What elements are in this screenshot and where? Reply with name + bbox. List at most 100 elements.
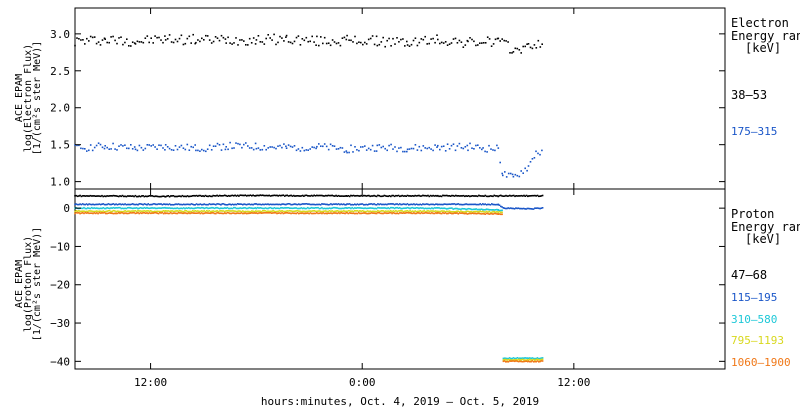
proton-series-4-point <box>350 212 352 214</box>
proton-series-4-point <box>400 212 402 214</box>
proton-series-3-point <box>184 210 186 212</box>
proton-series-2-point <box>478 208 480 211</box>
electron-series-1-point <box>350 144 352 147</box>
electron-series-1-point <box>146 144 149 146</box>
electron-series-1-point <box>289 145 292 148</box>
proton-series-1-point <box>110 203 112 206</box>
proton-series-1-point <box>370 203 373 205</box>
proton-series-2-point <box>387 207 389 209</box>
proton-series-3-point <box>216 210 218 212</box>
proton-series-3-point <box>351 210 353 212</box>
electron-series-1-point <box>436 146 438 148</box>
proton-series-2-point <box>397 207 400 209</box>
proton-series-4-point <box>517 360 520 363</box>
electron-series-1-point <box>343 151 346 153</box>
electron-series-1-point <box>188 149 191 151</box>
proton-series-3-point <box>493 211 496 213</box>
electron-ylabel: ACE EPAM log(Electron Flux) [1/(cm²s ste… <box>14 41 43 155</box>
proton-series-0-point <box>451 194 453 197</box>
proton-series-4-point <box>272 212 274 214</box>
proton-series-2-point <box>211 206 213 209</box>
proton-series-3-point <box>419 210 422 212</box>
proton-series-1-point <box>395 203 397 205</box>
proton-series-2-point <box>203 207 205 210</box>
proton-series-4-point <box>180 212 182 214</box>
electron-series-0-point <box>406 40 408 43</box>
proton-series-4-point <box>524 360 526 363</box>
electron-series-1-point <box>263 145 266 147</box>
electron-series-1-point <box>299 150 302 152</box>
proton-series-0-point <box>79 194 81 197</box>
proton-series-0-point <box>292 194 295 197</box>
proton-series-2-point <box>112 206 115 209</box>
proton-series-0-point <box>534 194 536 197</box>
proton-series-0-point <box>227 194 230 197</box>
proton-series-3-point <box>247 210 249 213</box>
proton-series-0-point <box>83 195 85 197</box>
proton-series-1-point <box>282 203 285 205</box>
proton-series-4-point <box>410 212 413 215</box>
proton-series-4-point <box>384 212 387 214</box>
electron-series-1-point <box>176 148 179 151</box>
electron-series-0-point <box>356 42 358 45</box>
proton-series-1-point <box>388 203 391 205</box>
electron-series-1-point <box>285 147 288 149</box>
proton-series-0-point <box>309 195 312 197</box>
proton-series-4-point <box>273 212 276 214</box>
proton-series-0-point <box>224 194 226 197</box>
proton-series-2-point <box>247 207 249 210</box>
proton-series-2-point <box>126 207 129 209</box>
electron-series-1-point <box>182 147 185 149</box>
proton-series-1-point <box>328 203 331 206</box>
proton-series-0-point <box>226 195 229 197</box>
proton-series-4-point <box>351 212 353 215</box>
proton-series-0-point <box>156 195 158 198</box>
proton-series-3-point <box>221 210 223 212</box>
proton-series-3-point <box>424 210 427 213</box>
proton-series-2-point <box>130 207 133 209</box>
electron-series-0-point <box>522 45 524 48</box>
proton-series-0-point <box>132 195 134 197</box>
proton-series-4-point <box>374 212 377 215</box>
electron-series-0-point <box>152 42 154 44</box>
proton-series-3-point <box>301 210 304 213</box>
proton-series-4-point <box>264 212 267 214</box>
proton-series-4-point <box>172 212 175 214</box>
electron-series-1-point <box>537 152 539 155</box>
proton-series-2-point <box>278 207 281 210</box>
proton-series-2-point <box>464 208 466 210</box>
proton-series-1-point <box>387 203 389 205</box>
proton-series-4-point <box>79 212 81 215</box>
proton-series-0-point <box>295 195 297 197</box>
proton-series-2-point <box>494 209 497 211</box>
electron-series-0-point <box>384 45 386 48</box>
proton-series-1-point <box>316 203 318 206</box>
proton-series-2-point <box>331 207 333 209</box>
proton-series-4-point <box>538 361 540 363</box>
electron-series-0-point <box>289 41 292 44</box>
proton-series-2-point <box>115 207 117 209</box>
proton-series-1-point <box>449 203 452 206</box>
proton-series-2-point <box>532 357 535 360</box>
proton-series-2-point <box>530 357 532 360</box>
proton-series-0-point <box>366 194 369 197</box>
proton-series-3-point <box>422 210 424 212</box>
electron-series-0-point <box>539 46 542 48</box>
proton-series-1-point <box>446 203 448 206</box>
proton-series-4-point <box>203 212 205 215</box>
proton-series-3-point <box>508 359 511 361</box>
proton-series-2-point <box>106 207 108 209</box>
proton-series-1-point <box>141 203 143 205</box>
proton-series-2-point <box>99 207 102 210</box>
proton-series-2-point <box>501 209 503 212</box>
proton-series-1-point <box>281 203 283 205</box>
electron-series-1-point <box>501 172 503 175</box>
proton-series-2-point <box>411 206 414 209</box>
proton-series-2-point <box>466 208 469 210</box>
proton-series-0-point <box>217 195 220 197</box>
proton-series-3-point <box>263 210 265 212</box>
proton-series-4-point <box>269 212 272 214</box>
proton-series-3-point <box>452 210 454 213</box>
proton-series-2-point <box>229 207 231 210</box>
proton-series-3-point <box>368 210 370 213</box>
